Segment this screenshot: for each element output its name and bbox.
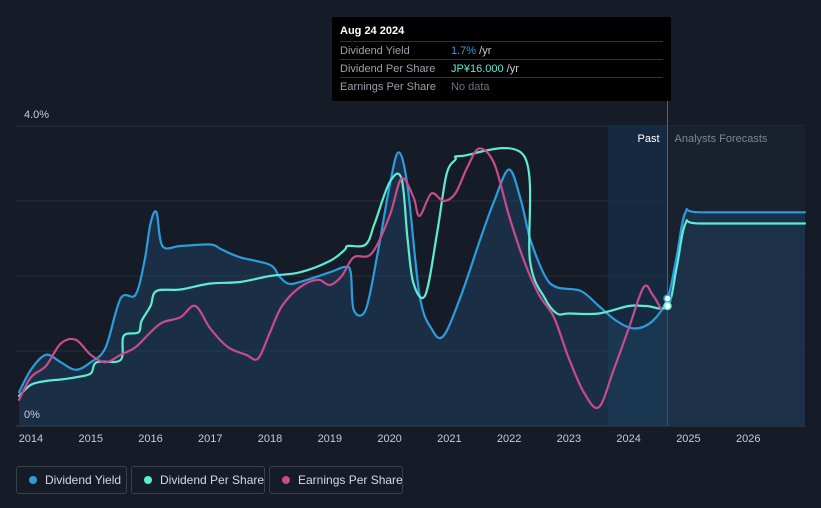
x-tick-label: 2015 (78, 433, 102, 445)
legend-dot-icon (282, 476, 290, 484)
dividend_per_share-marker (663, 301, 672, 311)
tooltip-value: No data (451, 81, 490, 93)
past-label: Past (638, 133, 660, 145)
series-lines (17, 146, 807, 410)
dividend_yield-marker (663, 294, 672, 303)
legend-dot-icon (144, 476, 152, 484)
forecast-label: Analysts Forecasts (675, 133, 768, 145)
x-tick-label: 2026 (736, 433, 760, 445)
legend-earnings-per-share[interactable]: Earnings Per Share (269, 466, 403, 494)
dividend_yield-line (17, 151, 807, 394)
x-tick-label: 2020 (377, 433, 401, 445)
x-tick-label: 2016 (138, 433, 162, 445)
x-tick-label: 2023 (557, 433, 581, 445)
y-axis-top-label: 4.0% (24, 109, 49, 121)
legend-dividend-per-share[interactable]: Dividend Per Share (131, 466, 265, 494)
axis-labels: 4.0% 0% 2014 2015 2016 2017 2018 2019 2020 2021 20… (19, 109, 768, 445)
x-tick-label: 2021 (437, 433, 461, 445)
tooltip-value: 1.7% /yr (451, 45, 492, 57)
tooltip-row-dividend-yield: Dividend Yield 1.7% /yr (340, 41, 663, 60)
x-tick-label: 2019 (318, 433, 342, 445)
y-axis-bottom-label: 0% (24, 409, 40, 421)
x-tick-label: 2024 (616, 433, 640, 445)
legend-label: Dividend Per Share (160, 473, 265, 487)
dividend_yield-area (19, 152, 805, 427)
tooltip-label: Dividend Per Share (340, 63, 436, 75)
tooltip-row-earnings-per-share: Earnings Per Share No data (340, 77, 663, 96)
series-areas (19, 152, 805, 427)
tooltip-date: Aug 24 2024 (340, 25, 405, 37)
dividend_per_share-line (17, 146, 807, 398)
tooltip-label: Earnings Per Share (340, 81, 436, 93)
x-tick-label: 2017 (198, 433, 222, 445)
end-markers (663, 294, 672, 311)
earnings_per_share-line (17, 147, 663, 410)
tooltip-value: JP¥16.000 /yr (451, 63, 519, 75)
tooltip-row-dividend-per-share: Dividend Per Share JP¥16.000 /yr (340, 59, 663, 78)
legend-dividend-yield[interactable]: Dividend Yield (16, 466, 127, 494)
legend-dot-icon (29, 476, 37, 484)
x-tick-label: 2014 (19, 433, 43, 445)
legend-label: Earnings Per Share (298, 473, 403, 487)
tooltip-label: Dividend Yield (340, 45, 410, 57)
hover-tooltip: Aug 24 2024 Dividend Yield 1.7% /yr Divi… (332, 17, 671, 101)
x-tick-label: 2022 (497, 433, 521, 445)
legend-label: Dividend Yield (45, 473, 122, 487)
x-tick-label: 2025 (676, 433, 700, 445)
x-tick-label: 2018 (258, 433, 282, 445)
